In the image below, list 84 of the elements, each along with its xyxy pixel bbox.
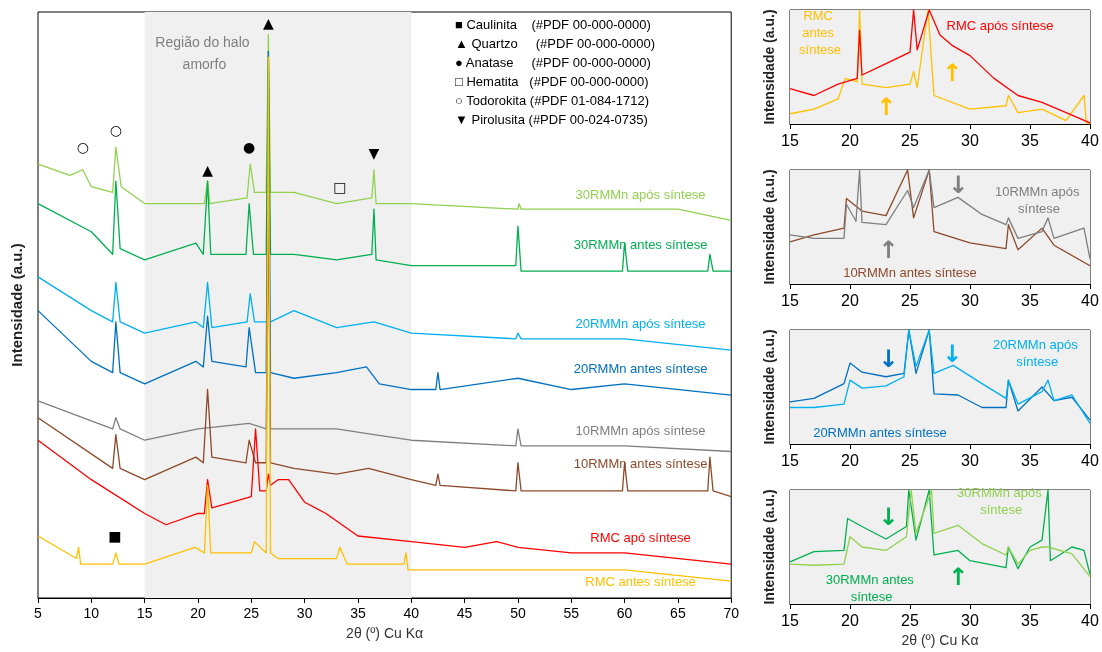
x-tick-label: 15 — [136, 605, 153, 621]
annotation: ↑ — [947, 562, 969, 591]
series-label: 30RMMn antes síntese — [825, 572, 918, 605]
text: ■ Caulinita (#PDF 00-000-0000) — [455, 16, 651, 32]
x-tick-label: 50 — [510, 605, 526, 621]
series-label: 30RMMn antes síntese — [573, 236, 708, 252]
x-tick-label: 25 — [901, 611, 919, 629]
series-label: 30RMMn após síntese — [957, 485, 1046, 518]
x-tick-label: 25 — [901, 451, 919, 469]
x-tick-label: 20 — [841, 291, 859, 309]
x-tick-label: 25 — [901, 291, 919, 309]
x-tick-label: 35 — [1021, 611, 1039, 629]
series-label: 10RMMn antes síntese — [843, 265, 977, 281]
series-label: 10RMMn após síntese — [575, 423, 706, 439]
x-tick-label: 30 — [961, 451, 979, 469]
annotation: ↑ — [875, 92, 897, 121]
x-tick-label: 15 — [781, 291, 799, 309]
annotation: □ Hematita (#PDF 00-000-0000) — [455, 73, 649, 89]
x-tick-label: 5 — [34, 605, 43, 621]
x-tick-label: 25 — [901, 131, 919, 149]
x-tick-label: 40 — [1081, 131, 1099, 149]
x-tick-label: 20 — [190, 605, 206, 621]
x-tick-label: 30 — [296, 605, 313, 621]
x-tick-label: 35 — [1021, 131, 1039, 149]
annotation: ↓ — [947, 170, 969, 199]
x-tick-label: 40 — [1081, 291, 1099, 309]
x-tick-label: 30 — [961, 291, 979, 309]
x-tick-label: 15 — [781, 131, 799, 149]
x-tick-label: 20 — [841, 451, 859, 469]
x-tick-label: 40 — [403, 605, 420, 621]
x-axis-title: 2θ (º) Cu Kα — [901, 631, 979, 648]
x-tick-label: 15 — [781, 451, 799, 469]
annotation: ↓ — [878, 344, 899, 373]
x-tick-label: 30 — [961, 131, 979, 149]
y-axis-title: Intensidade (a.u.) — [761, 489, 777, 605]
x-tick-label: 55 — [563, 605, 580, 621]
series-label: 20RMMn após síntese — [993, 336, 1082, 369]
x-tick-label: 35 — [1021, 451, 1039, 469]
series-label: 10RMMn antes síntese — [573, 456, 708, 472]
text: 20RMMn antes síntese — [813, 425, 947, 441]
annotation: ↓ — [878, 503, 899, 532]
annotation: ↑ — [941, 58, 963, 87]
annotation: ○ — [76, 139, 89, 156]
series-label: 30RMMn após síntese — [575, 186, 706, 202]
x-tick-label: 20 — [841, 611, 859, 629]
series-label: RMC antes síntese — [585, 574, 696, 590]
x-tick-label: 30 — [961, 611, 979, 629]
series-label: RMC após síntese — [946, 18, 1054, 34]
y-axis-title: Intensidade (a.u.) — [761, 169, 777, 285]
x-tick-label: 35 — [1021, 291, 1039, 309]
x-axis-title: 2θ (º) Cu Kα — [346, 625, 424, 641]
x-tick-label: 15 — [781, 611, 799, 629]
annotation: ▼ — [368, 144, 380, 161]
x-tick-label: 35 — [350, 605, 366, 621]
x-tick-label: 70 — [723, 605, 740, 621]
annotation: □ — [333, 178, 347, 195]
y-axis-title: Intensidade (a.u.) — [761, 9, 777, 125]
y-axis-title: Intensidade (a.u.) — [8, 243, 25, 367]
annotation: ↑ — [878, 235, 899, 264]
x-tick-label: 20 — [841, 131, 859, 149]
x-tick-label: 65 — [670, 605, 686, 621]
x-tick-label: 40 — [1081, 451, 1099, 469]
x-tick-label: 10 — [83, 605, 100, 621]
annotation: ○ — [109, 122, 122, 139]
series-label: 20RMMn antes síntese — [573, 361, 708, 377]
annotation: ● Anatase (#PDF 00-000-0000) — [455, 54, 651, 70]
text: ▲ — [262, 15, 274, 32]
x-tick-label: 45 — [456, 605, 473, 621]
band-label: Região do halo amorfo — [155, 34, 254, 73]
series-label: 10RMMn após síntese — [994, 183, 1080, 216]
x-tick-label: 60 — [616, 605, 633, 621]
series-label: RMC apó síntese — [590, 530, 691, 546]
annotation: ● — [243, 139, 256, 156]
annotation: ↓ — [941, 339, 963, 368]
y-axis-title: Intensidade (a.u.) — [761, 329, 777, 445]
series-label: RMC antes síntese — [799, 8, 841, 58]
x-tick-label: 40 — [1081, 611, 1099, 629]
annotation: ▲ — [202, 161, 214, 178]
annotation: ▲ Quartzo (#PDF 00-000-0000) — [455, 35, 656, 51]
annotation: ■ — [108, 528, 122, 545]
annotation: ○ Todorokita (#PDF 01-084-1712) — [455, 92, 650, 108]
annotation: ▼ Pirolusita (#PDF 00-024-0735) — [455, 111, 648, 127]
x-tick-label: 25 — [243, 605, 260, 621]
series-label: 20RMMn após síntese — [575, 316, 706, 332]
